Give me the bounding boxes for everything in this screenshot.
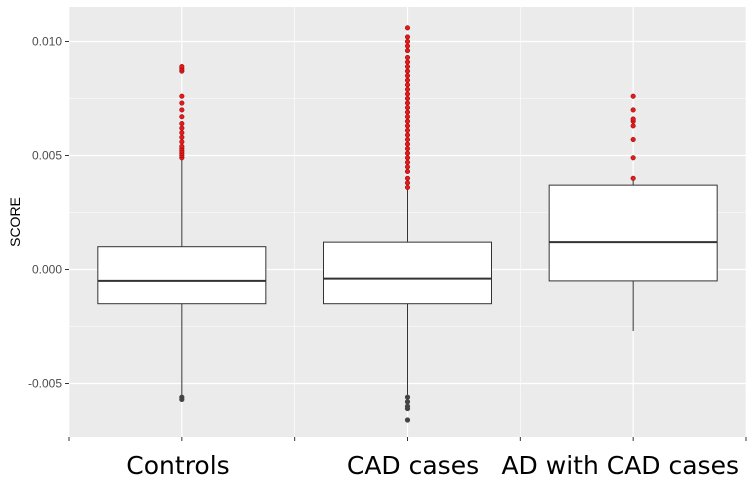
box-group [548, 93, 718, 332]
outlier-point [404, 417, 411, 423]
outlier-point [404, 159, 411, 165]
outlier-point [404, 34, 411, 40]
outlier-point [404, 155, 411, 161]
outlier-point [404, 77, 411, 83]
box-iqr [548, 184, 718, 282]
outlier-point [404, 73, 411, 79]
outlier-point [630, 136, 636, 143]
outlier-point [630, 93, 636, 99]
outlier-point [404, 394, 411, 400]
outlier-point [404, 164, 411, 170]
outlier-point [404, 95, 411, 102]
outlier-point [404, 82, 411, 88]
box-group [323, 25, 492, 423]
outlier-point [179, 139, 185, 145]
y-tick-label: 0.000 [32, 263, 62, 277]
boxes [97, 25, 718, 423]
outlier-point [404, 127, 411, 133]
y-tick-label: 0.010 [32, 35, 62, 49]
outlier-point [404, 68, 411, 74]
outlier-point [179, 130, 185, 136]
outlier-point [404, 59, 411, 65]
outlier-point [404, 105, 411, 111]
outlier-point [404, 38, 411, 45]
outlier-point [404, 64, 411, 70]
x-tick-label: AD with CAD cases [501, 451, 739, 480]
outlier-point [404, 175, 411, 181]
outlier-point [404, 48, 411, 54]
axes: -0.005 0.000 0.005 0.010 Controls CAD cases AD… [28, 35, 747, 480]
y-tick-label: -0.005 [28, 377, 62, 391]
box-iqr [323, 241, 492, 305]
outlier-point [179, 64, 185, 70]
x-tick-label: Controls [126, 451, 229, 480]
outlier-point [179, 125, 185, 131]
outlier-point [404, 180, 411, 186]
outlier-point [404, 184, 411, 190]
outlier-point [179, 396, 185, 403]
outlier-point [630, 116, 636, 122]
outlier-point [404, 100, 411, 106]
outlier-point [630, 155, 636, 161]
outlier-point [404, 150, 411, 156]
outlier-point [179, 143, 185, 149]
outlier-point [404, 91, 411, 97]
outlier-point [404, 405, 411, 412]
outlier-point [179, 114, 185, 120]
box-iqr [97, 246, 267, 305]
y-axis-title: SCORE [7, 197, 23, 247]
outlier-point [404, 109, 411, 115]
outlier-point [179, 134, 185, 140]
outlier-point [404, 86, 411, 92]
outlier-point [179, 93, 185, 99]
outlier-point [404, 132, 411, 138]
x-tick-label: CAD cases [347, 451, 479, 480]
outlier-point [404, 114, 411, 120]
outlier-point [404, 25, 411, 31]
outlier-point [404, 146, 411, 152]
outlier-point [404, 54, 411, 61]
outlier-point [630, 107, 636, 113]
outlier-point [630, 123, 636, 129]
outlier-point [404, 136, 411, 143]
outlier-point [404, 399, 411, 405]
outlier-point [179, 121, 185, 127]
outlier-point [404, 123, 411, 129]
outlier-point [404, 43, 411, 49]
outlier-point [630, 175, 636, 181]
outlier-point [179, 100, 185, 106]
outlier-point [404, 168, 411, 175]
box-group [97, 64, 267, 403]
y-tick-label: 0.005 [32, 149, 62, 163]
outlier-point [404, 141, 411, 147]
outlier-point [179, 107, 185, 113]
outlier-point [404, 118, 411, 124]
